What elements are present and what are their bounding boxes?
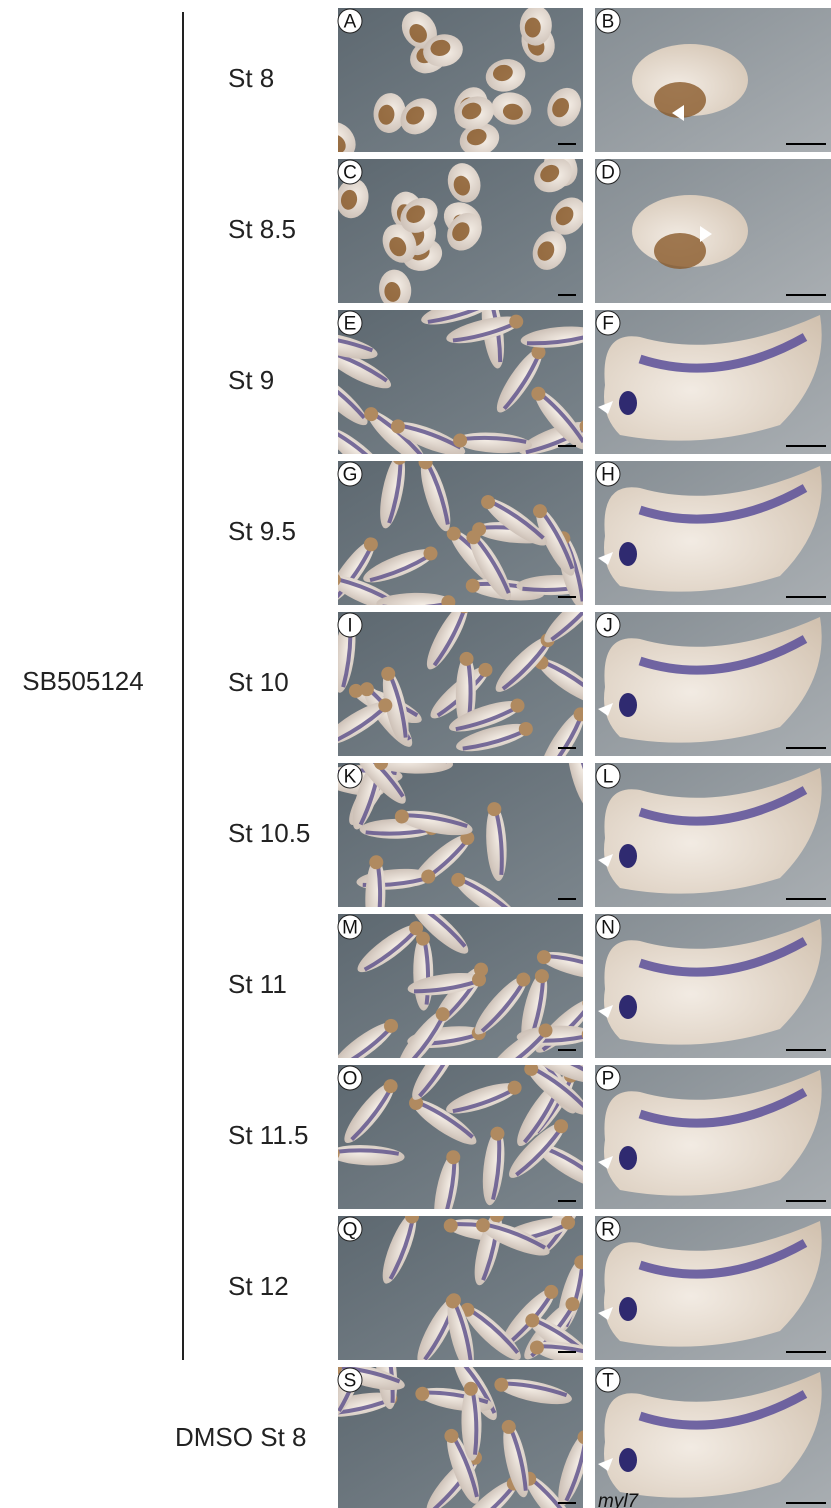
gene-label: myl7 xyxy=(598,1491,640,1508)
panel-image xyxy=(319,580,610,780)
row-label: St 10.5 xyxy=(228,818,310,848)
panel-image xyxy=(595,8,831,152)
row-label: St 12 xyxy=(228,1271,289,1301)
heart-stain xyxy=(619,1448,637,1472)
panel-image xyxy=(305,732,601,935)
head xyxy=(317,343,336,362)
panel-letter: N xyxy=(601,918,615,939)
heart-stain xyxy=(619,995,637,1019)
head xyxy=(325,1146,340,1161)
head xyxy=(303,366,323,386)
heart-stain xyxy=(619,844,637,868)
row-label: St 8 xyxy=(228,63,274,93)
head xyxy=(299,329,316,346)
panel-letter: C xyxy=(343,163,357,184)
panel-letter: D xyxy=(601,163,615,184)
pigment xyxy=(654,233,706,269)
row-label: St 8.5 xyxy=(228,214,296,244)
panel-image xyxy=(595,1065,831,1209)
panel-letter: S xyxy=(344,1371,357,1392)
panel-image xyxy=(327,892,616,1083)
panel-image xyxy=(595,1216,831,1360)
panel-letter: E xyxy=(344,314,357,335)
head xyxy=(581,1027,596,1042)
panel-letter: A xyxy=(344,12,357,33)
panel-letter: L xyxy=(603,767,614,788)
panel-letter: B xyxy=(602,12,615,33)
panel-letter: R xyxy=(601,1220,615,1241)
panel-letter: M xyxy=(342,918,358,939)
panel-letter: T xyxy=(602,1371,614,1392)
panel-image xyxy=(325,1029,608,1230)
panel-letter: O xyxy=(343,1069,358,1090)
panel-image xyxy=(595,763,831,907)
row-label: St 11 xyxy=(228,969,287,999)
panel-image xyxy=(333,142,593,311)
row-label: St 9 xyxy=(228,365,274,395)
row-label: St 11.5 xyxy=(228,1120,308,1150)
head xyxy=(321,422,341,442)
head xyxy=(323,767,337,781)
row-label: St 9.5 xyxy=(228,516,296,546)
head xyxy=(581,577,595,591)
figure: SB505124 St 8 A B St 8.5 C D St 9 E F St 9.5 G H St … xyxy=(0,0,831,1508)
heart-stain xyxy=(619,1146,637,1170)
heart-stain xyxy=(619,391,637,415)
panel-letter: H xyxy=(601,465,615,486)
group-label: SB505124 xyxy=(22,666,143,696)
heart-stain xyxy=(619,693,637,717)
panel-letter: I xyxy=(347,616,352,637)
panel-image xyxy=(595,914,831,1058)
panel-image xyxy=(595,1367,831,1508)
heart-stain xyxy=(619,1297,637,1321)
row-label: St 10 xyxy=(228,667,289,697)
panel-letter: F xyxy=(602,314,614,335)
panel-letter: J xyxy=(603,616,613,637)
panel-letter: K xyxy=(344,767,357,788)
panel-letter: G xyxy=(343,465,358,486)
panel-image xyxy=(595,612,831,756)
head xyxy=(306,766,323,783)
panel-image xyxy=(595,310,831,454)
panel-image xyxy=(338,1184,610,1374)
panel-image xyxy=(595,159,831,303)
stain xyxy=(385,758,447,762)
panel-letter: P xyxy=(602,1069,615,1090)
panel-image xyxy=(595,461,831,605)
heart-stain xyxy=(619,542,637,566)
row-label: DMSO St 8 xyxy=(175,1422,306,1452)
panel-letter: Q xyxy=(343,1220,358,1241)
